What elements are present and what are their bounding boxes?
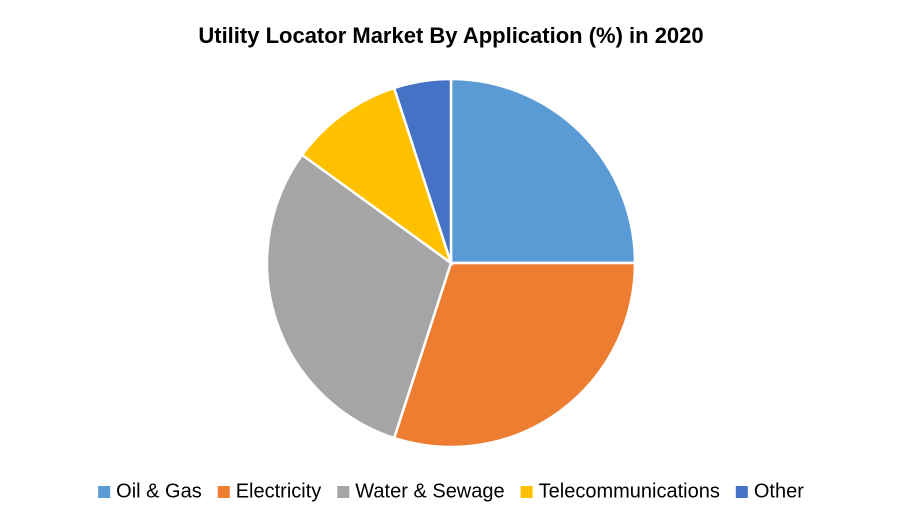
legend-swatch (217, 486, 230, 498)
legend-label: Water & Sewage (355, 480, 504, 502)
pie-slice (392, 77, 453, 264)
legend-swatch (735, 486, 748, 498)
legend-label: Oil & Gas (116, 480, 202, 502)
pie-slice (392, 261, 637, 449)
chart-title: Utility Locator Market By Application (%… (198, 23, 703, 48)
pie-slice (449, 77, 637, 265)
legend-swatch (98, 486, 111, 498)
legend-swatch (520, 486, 533, 498)
pie-slice (300, 86, 454, 267)
legend-swatch (337, 486, 350, 498)
legend-label: Electricity (236, 480, 322, 502)
legend-label: Other (754, 480, 804, 502)
pie-slice (265, 153, 453, 440)
legend-label: Telecommunications (539, 480, 720, 502)
